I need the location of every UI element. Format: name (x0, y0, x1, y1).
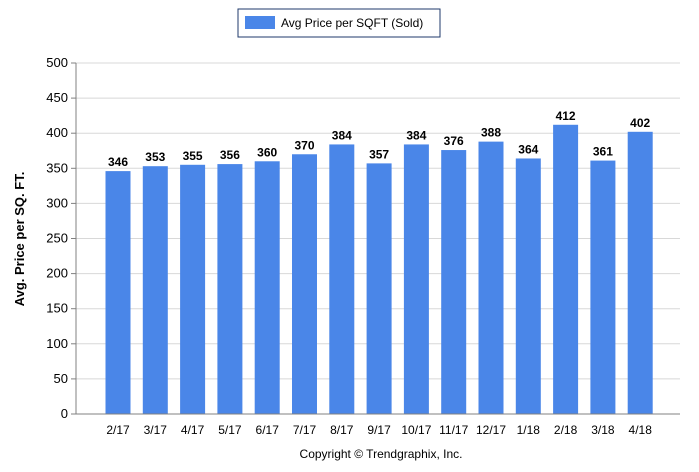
bar-value-label: 346 (108, 155, 128, 169)
bar (142, 166, 168, 414)
x-tick-label: 11/17 (439, 423, 468, 437)
x-tick-label: 3/17 (144, 423, 168, 437)
bar (105, 171, 131, 414)
bar (254, 161, 280, 414)
bar-value-label: 376 (444, 134, 464, 148)
x-tick-label: 2/18 (554, 423, 578, 437)
y-tick-label: 150 (46, 301, 68, 316)
y-tick-label: 200 (46, 266, 68, 281)
bar-value-label: 402 (630, 116, 650, 130)
bar (515, 158, 541, 414)
x-tick-label: 5/17 (218, 423, 242, 437)
bars (105, 124, 653, 414)
bar (441, 150, 467, 414)
bar-labels: 346 353 355 356 360 370 384 357 384 376 388 364 412 3… (108, 109, 651, 169)
x-tick-label: 1/18 (517, 423, 541, 437)
bar-value-label: 370 (294, 138, 314, 152)
bar-value-label: 357 (369, 147, 389, 161)
x-tick-label: 7/17 (293, 423, 317, 437)
y-tick-label: 450 (46, 90, 68, 105)
bar (627, 131, 653, 414)
x-tick-label: 4/18 (629, 423, 653, 437)
bar-value-label: 388 (481, 126, 501, 140)
bar-value-label: 364 (518, 142, 538, 156)
x-tick-label: 2/17 (106, 423, 130, 437)
legend-swatch (245, 16, 275, 29)
x-tick-label: 6/17 (256, 423, 280, 437)
y-tick-label: 300 (46, 195, 68, 210)
y-tick-label: 50 (54, 371, 68, 386)
y-tick-label: 500 (46, 55, 68, 70)
x-tick-label: 9/17 (367, 423, 391, 437)
bar-value-label: 384 (406, 128, 426, 142)
bar-value-label: 384 (332, 128, 352, 142)
bar (292, 154, 317, 414)
bar (366, 163, 392, 414)
bar (478, 141, 504, 414)
bar (180, 164, 206, 414)
y-tick-label: 250 (46, 231, 68, 246)
legend-label: Avg Price per SQFT (Sold) (281, 16, 423, 30)
legend: Avg Price per SQFT (Sold) (237, 8, 441, 38)
bar (329, 144, 355, 414)
bar-value-label: 356 (220, 148, 240, 162)
bar-value-label: 355 (183, 149, 203, 163)
bar-value-label: 361 (593, 145, 613, 159)
bar (217, 164, 243, 414)
y-tick-label: 100 (46, 336, 68, 351)
x-tick-label: 8/17 (330, 423, 354, 437)
x-tick-label: 12/17 (476, 423, 506, 437)
y-tick-label: 400 (46, 125, 68, 140)
y-axis-title: Avg. Price per SQ. FT. (12, 172, 27, 307)
bar (590, 160, 616, 414)
copyright-footer: Copyright © Trendgraphix, Inc. (300, 447, 463, 461)
x-tick-label: 4/17 (181, 423, 205, 437)
y-tick-label: 350 (46, 160, 68, 175)
bar (403, 144, 429, 414)
y-axis: 0 50 100 150 200 250 300 350 400 450 500 (46, 55, 77, 421)
y-tick-label: 0 (61, 406, 68, 421)
bar-value-label: 360 (257, 145, 277, 159)
bar-value-label: 353 (145, 150, 165, 164)
x-tick-label: 3/18 (591, 423, 615, 437)
gridlines (76, 62, 680, 380)
x-axis: 2/17 3/17 4/17 5/17 6/17 7/17 8/17 9/17 10/17 11/… (76, 413, 680, 437)
bar-value-label: 412 (556, 109, 576, 123)
x-tick-label: 10/17 (401, 423, 431, 437)
bar (553, 124, 579, 414)
